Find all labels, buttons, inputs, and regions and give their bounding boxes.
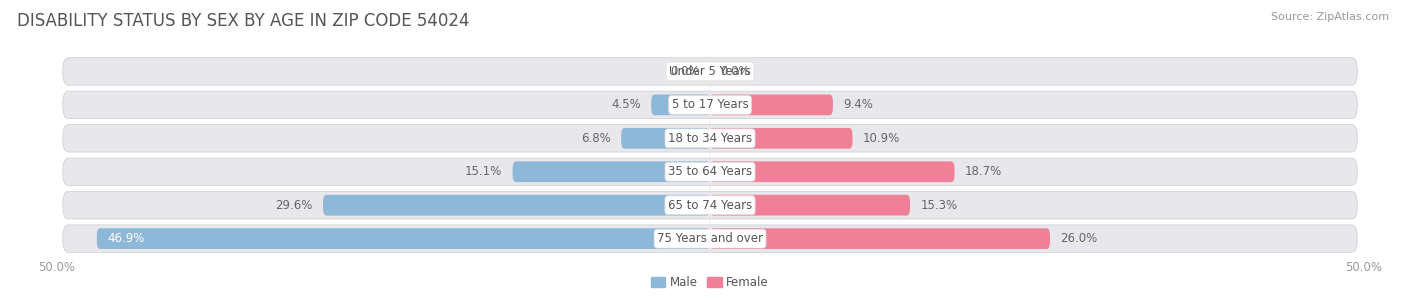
FancyBboxPatch shape	[710, 195, 910, 216]
Text: 46.9%: 46.9%	[107, 232, 145, 245]
Text: 0.0%: 0.0%	[669, 65, 700, 78]
FancyBboxPatch shape	[513, 161, 710, 182]
Text: 18 to 34 Years: 18 to 34 Years	[668, 132, 752, 145]
Text: 18.7%: 18.7%	[965, 165, 1002, 178]
Text: 15.3%: 15.3%	[921, 199, 957, 212]
FancyBboxPatch shape	[651, 95, 710, 115]
FancyBboxPatch shape	[63, 58, 1357, 85]
FancyBboxPatch shape	[63, 158, 1357, 185]
Text: 10.9%: 10.9%	[863, 132, 900, 145]
FancyBboxPatch shape	[63, 192, 1357, 219]
FancyBboxPatch shape	[710, 228, 1050, 249]
FancyBboxPatch shape	[63, 125, 1357, 152]
Text: 26.0%: 26.0%	[1060, 232, 1098, 245]
Text: 29.6%: 29.6%	[276, 199, 312, 212]
Text: Under 5 Years: Under 5 Years	[669, 65, 751, 78]
Text: 4.5%: 4.5%	[612, 98, 641, 111]
Text: 0.0%: 0.0%	[720, 65, 751, 78]
Text: 65 to 74 Years: 65 to 74 Years	[668, 199, 752, 212]
Text: 6.8%: 6.8%	[581, 132, 610, 145]
Text: 9.4%: 9.4%	[844, 98, 873, 111]
FancyBboxPatch shape	[710, 95, 832, 115]
Text: 15.1%: 15.1%	[465, 165, 502, 178]
Text: 5 to 17 Years: 5 to 17 Years	[672, 98, 748, 111]
FancyBboxPatch shape	[621, 128, 710, 149]
FancyBboxPatch shape	[97, 228, 710, 249]
Text: DISABILITY STATUS BY SEX BY AGE IN ZIP CODE 54024: DISABILITY STATUS BY SEX BY AGE IN ZIP C…	[17, 12, 470, 30]
FancyBboxPatch shape	[63, 225, 1357, 252]
Text: 35 to 64 Years: 35 to 64 Years	[668, 165, 752, 178]
FancyBboxPatch shape	[323, 195, 710, 216]
Text: Source: ZipAtlas.com: Source: ZipAtlas.com	[1271, 12, 1389, 22]
Legend: Male, Female: Male, Female	[647, 271, 773, 294]
FancyBboxPatch shape	[710, 161, 955, 182]
FancyBboxPatch shape	[710, 128, 852, 149]
FancyBboxPatch shape	[63, 91, 1357, 119]
Text: 75 Years and over: 75 Years and over	[657, 232, 763, 245]
